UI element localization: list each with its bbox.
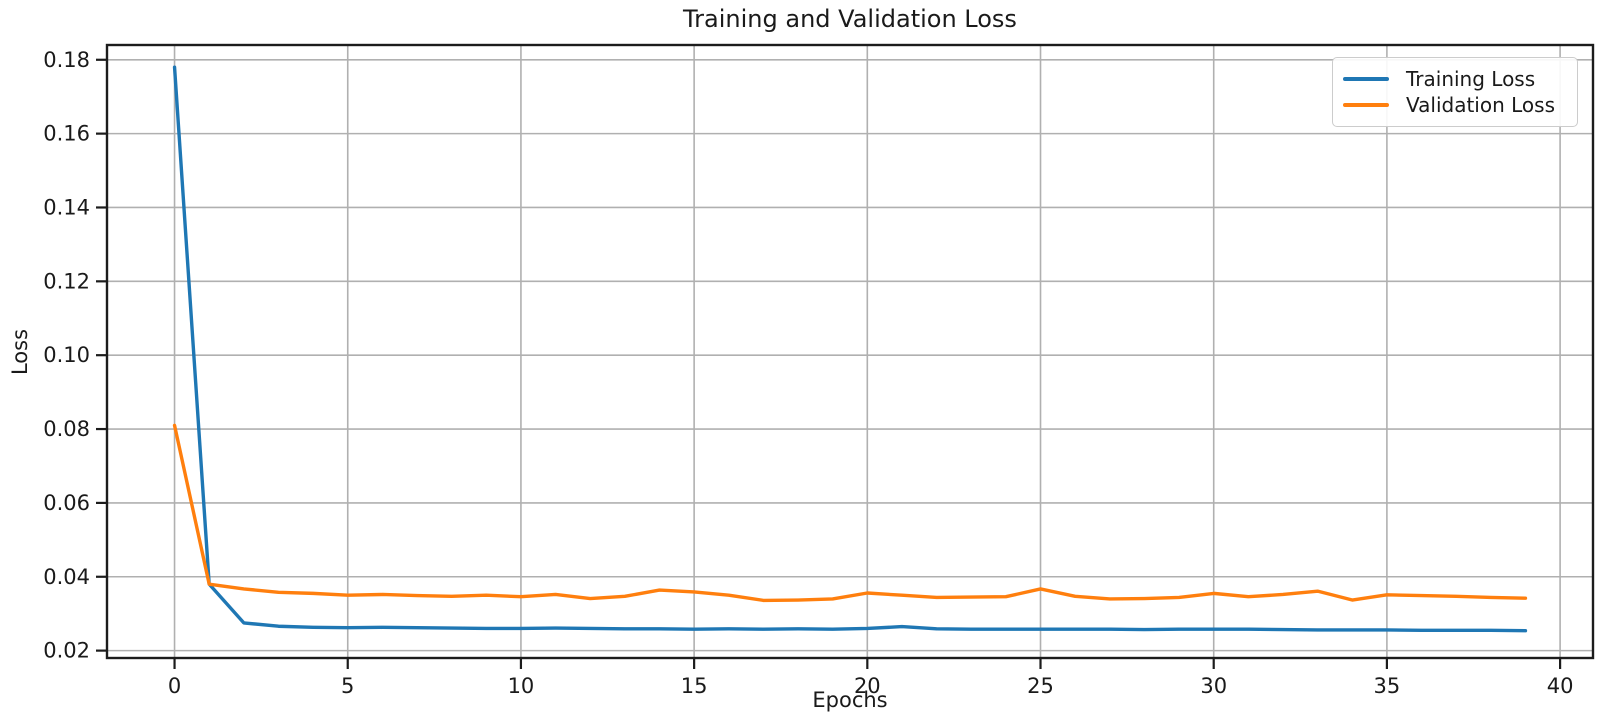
y-tick-label: 0.16 bbox=[43, 122, 90, 146]
y-tick-label: 0.02 bbox=[43, 639, 90, 663]
axes-spines bbox=[105, 43, 1595, 660]
training-loss-line bbox=[172, 65, 1528, 633]
y-tick-label: 0.08 bbox=[43, 417, 90, 441]
x-tick-label: 5 bbox=[341, 674, 354, 698]
x-tick-label: 25 bbox=[1027, 674, 1054, 698]
x-tick-label: 0 bbox=[168, 674, 181, 698]
validation-loss-line bbox=[172, 423, 1528, 603]
x-tick-label: 35 bbox=[1374, 674, 1401, 698]
x-tick-label: 10 bbox=[508, 674, 535, 698]
y-tick-label: 0.12 bbox=[43, 269, 90, 293]
y-tick-label: 0.06 bbox=[43, 491, 90, 515]
x-tick-label: 40 bbox=[1547, 674, 1574, 698]
chart-title: Training and Validation Loss bbox=[683, 5, 1017, 33]
training-loss-line-swatch bbox=[1343, 77, 1389, 81]
legend-label-training-loss: Training Loss bbox=[1406, 67, 1536, 91]
legend: Training Loss Validation Loss bbox=[1332, 57, 1578, 127]
x-tick-label: 20 bbox=[854, 674, 881, 698]
y-tick-label: 0.10 bbox=[43, 343, 90, 367]
legend-item-validation-loss: Validation Loss bbox=[1343, 93, 1565, 117]
validation-loss-line-swatch bbox=[1343, 103, 1389, 107]
y-tick-label: 0.04 bbox=[43, 565, 90, 589]
x-axis-label: Epochs bbox=[812, 688, 888, 712]
y-tick-label: 0.14 bbox=[43, 195, 90, 219]
x-tick-label: 30 bbox=[1200, 674, 1227, 698]
y-tick-label: 0.18 bbox=[43, 48, 90, 72]
legend-label-validation-loss: Validation Loss bbox=[1406, 93, 1555, 117]
y-axis-label: Loss bbox=[8, 328, 32, 376]
x-tick-label: 15 bbox=[681, 674, 708, 698]
legend-item-training-loss: Training Loss bbox=[1343, 67, 1565, 91]
